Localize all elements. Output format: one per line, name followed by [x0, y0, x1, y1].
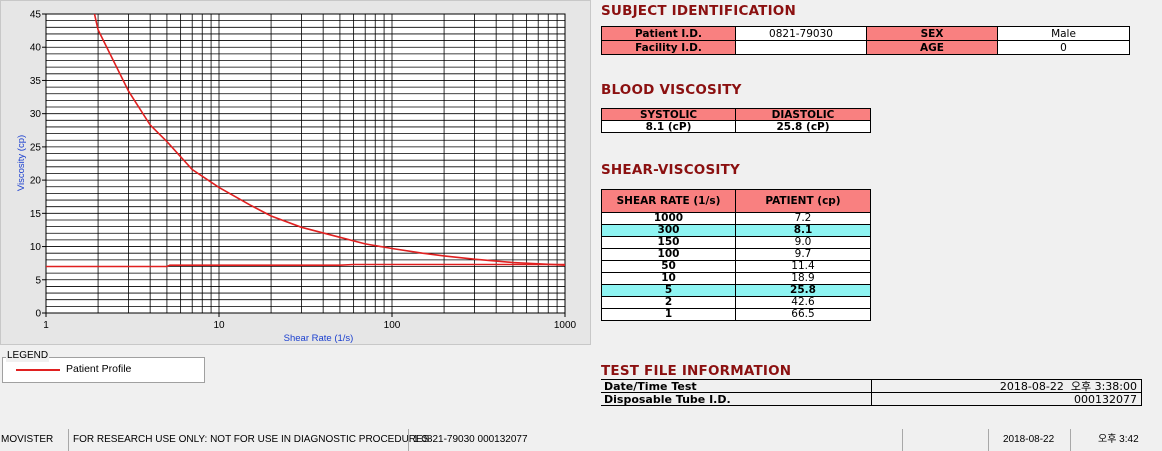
legend-swatch-patient-profile	[16, 369, 60, 371]
patient-viscosity-cell: 42.6	[735, 296, 871, 309]
date-time-test-label: Date/Time Test	[601, 379, 872, 393]
sex-value: Male	[997, 26, 1130, 41]
patient-viscosity-cell: 18.9	[735, 272, 871, 285]
y-tick-label: 35	[30, 76, 42, 87]
subject-table: Patient I.D. 0821-79030 SEX Male Facilit…	[601, 26, 1130, 55]
shear-viscosity-table: SHEAR RATE (1/s) PATIENT (cp) 1000 7.2 300…	[601, 189, 871, 321]
x-tick-label: 10	[213, 320, 225, 331]
patient-id-label: Patient I.D.	[601, 26, 736, 41]
test-file-information-title: TEST FILE INFORMATION	[601, 363, 792, 379]
series-line-patient-profile	[93, 14, 565, 266]
blood-viscosity-title: BLOOD VISCOSITY	[601, 82, 742, 98]
shear-rate-cell: 100	[601, 248, 736, 261]
patient-viscosity-cell: 7.2	[735, 212, 871, 225]
disposable-tube-id-value: 000132077	[871, 392, 1142, 406]
shear-rate-cell: 50	[601, 260, 736, 273]
patient-viscosity-cell: 8.1	[735, 224, 871, 237]
age-value: 0	[997, 40, 1130, 55]
x-tick-label: 100	[384, 320, 401, 331]
subject-identification-title: SUBJECT IDENTIFICATION	[601, 3, 796, 19]
shear-viscosity-rows: 1000 7.2 300 8.1 150 9.0 100 9.7 50 11.4 10 18.9 5 25…	[601, 212, 871, 321]
shear-viscosity-title: SHEAR-VISCOSITY	[601, 162, 741, 178]
patient-viscosity-cell: 25.8	[735, 284, 871, 297]
shear-rate-cell: 150	[601, 236, 736, 249]
status-extra	[902, 429, 988, 451]
diastolic-value: 25.8 (cP)	[735, 120, 871, 133]
shear-rate-header: SHEAR RATE (1/s)	[601, 189, 736, 213]
series-line-baseline	[46, 263, 565, 268]
y-tick-label: 40	[30, 43, 42, 54]
patient-id-value: 0821-79030	[735, 26, 867, 41]
shear-row: 10 18.9	[601, 272, 871, 285]
shear-rate-cell: 1	[601, 308, 736, 321]
facility-id-value	[735, 40, 867, 55]
diastolic-label: DIASTOLIC	[735, 108, 871, 121]
blood-viscosity-table: SYSTOLIC DIASTOLIC 8.1 (cP) 25.8 (cP)	[601, 108, 871, 133]
y-tick-label: 0	[35, 309, 41, 320]
shear-rate-cell: 300	[601, 224, 736, 237]
y-tick-label: 10	[30, 242, 42, 253]
shear-row: 5 25.8	[601, 284, 871, 297]
shear-rate-cell: 10	[601, 272, 736, 285]
y-tick-label: 20	[30, 176, 42, 187]
y-tick-label: 5	[35, 275, 41, 286]
legend-title: LEGEND	[6, 350, 50, 362]
facility-id-label: Facility I.D.	[601, 40, 736, 55]
plot-frame	[45, 13, 566, 314]
status-time: 오후 3:42	[1070, 429, 1162, 451]
test-time: 오후 3:38:00	[1070, 379, 1137, 393]
viscosity-chart-panel: 0 5 10 15 20 25 30 35 40 45 1 10 100 1000 Shear Rate (…	[0, 0, 591, 345]
shear-rate-cell: 1000	[601, 212, 736, 225]
status-date: 2018-08-22	[988, 429, 1070, 451]
systolic-label: SYSTOLIC	[601, 108, 736, 121]
x-axis-label: Shear Rate (1/s)	[284, 333, 354, 344]
patient-viscosity-cell: 9.0	[735, 236, 871, 249]
plot-area	[46, 14, 565, 313]
patient-viscosity-cell: 66.5	[735, 308, 871, 321]
shear-row: 1000 7.2	[601, 212, 871, 225]
x-tick-label: 1	[43, 320, 49, 331]
status-bar: MOVISTER FOR RESEARCH USE ONLY: NOT FOR …	[0, 429, 1162, 451]
y-tick-label: 25	[30, 142, 42, 153]
shear-row: 100 9.7	[601, 248, 871, 261]
shear-row: 50 11.4	[601, 260, 871, 273]
y-tick-label: 15	[30, 209, 42, 220]
age-label: AGE	[866, 40, 998, 55]
x-tick-label: 1000	[554, 320, 577, 331]
patient-viscosity-cell: 9.7	[735, 248, 871, 261]
disposable-tube-id-label: Disposable Tube I.D.	[601, 392, 872, 406]
y-axis-label: Viscosity (cp)	[16, 135, 27, 191]
shear-rate-cell: 2	[601, 296, 736, 309]
test-date: 2018-08-22	[999, 379, 1064, 393]
status-file-info: 1 0821-79030 000132077	[408, 429, 902, 451]
shear-row: 300 8.1	[601, 224, 871, 237]
viscosity-chart: 0 5 10 15 20 25 30 35 40 45 1 10 100 1000 Shear Rate (…	[16, 10, 577, 345]
y-tick-label: 30	[30, 109, 42, 120]
shear-rate-cell: 5	[601, 284, 736, 297]
shear-row: 1 66.5	[601, 308, 871, 321]
patient-cp-header: PATIENT (cp)	[735, 189, 871, 213]
systolic-value: 8.1 (cP)	[601, 120, 736, 133]
status-notice: FOR RESEARCH USE ONLY: NOT FOR USE IN DI…	[68, 429, 429, 451]
shear-row: 150 9.0	[601, 236, 871, 249]
status-app-name: MOVISTER	[1, 434, 54, 445]
date-time-test-value: 2018-08-22 오후 3:38:00	[871, 379, 1142, 393]
test-file-table: Date/Time Test 2018-08-22 오후 3:38:00 Dis…	[601, 379, 1142, 406]
sex-label: SEX	[866, 26, 998, 41]
patient-viscosity-cell: 11.4	[735, 260, 871, 273]
legend-label-patient-profile: Patient Profile	[66, 363, 132, 375]
shear-row: 2 42.6	[601, 296, 871, 309]
y-tick-label: 45	[30, 10, 42, 21]
